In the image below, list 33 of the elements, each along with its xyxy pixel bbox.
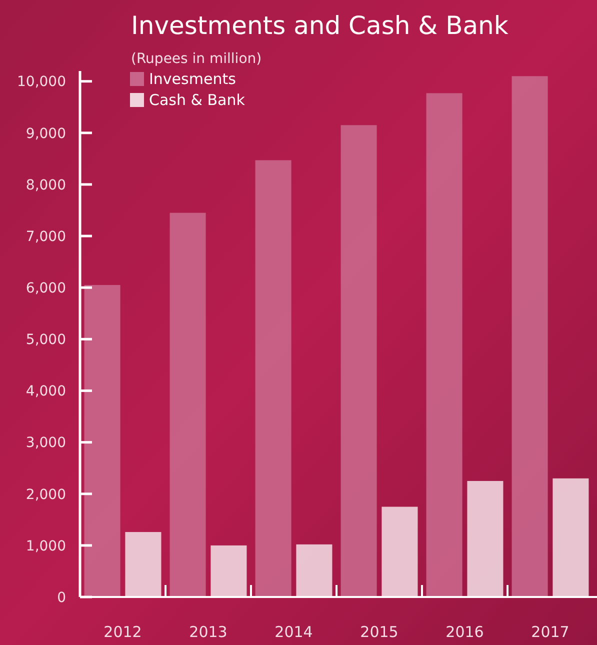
legend-label: Invesments [149, 70, 236, 88]
y-tick-label: 2,000 [26, 486, 66, 503]
x-tick-label: 2015 [360, 623, 398, 641]
x-tick-label: 2016 [446, 623, 484, 641]
bar [296, 544, 332, 597]
bar [512, 76, 548, 597]
y-tick-label: 5,000 [26, 332, 66, 348]
chart-title: Investments and Cash & Bank [131, 11, 509, 40]
y-tick-label: 0 [57, 590, 66, 606]
y-tick-label: 10,000 [17, 74, 66, 90]
y-tick-label: 8,000 [26, 177, 66, 194]
x-tick-label: 2017 [531, 623, 570, 641]
legend-label: Cash & Bank [149, 91, 246, 109]
bar [255, 160, 292, 597]
bar [210, 545, 247, 597]
y-tick-label: 4,000 [26, 384, 66, 400]
y-tick-label: 7,000 [26, 228, 66, 245]
x-tick-label: 2012 [104, 623, 142, 641]
bar [170, 212, 206, 597]
bar [125, 532, 162, 597]
x-tick-label: 2013 [189, 623, 228, 641]
y-tick-label: 6,000 [26, 280, 66, 296]
x-tick-label: 2014 [274, 623, 313, 641]
bar [382, 506, 418, 597]
bar [552, 478, 589, 597]
bar [467, 480, 504, 597]
chart-subtitle: (Rupees in million) [131, 51, 262, 67]
bar [84, 285, 120, 597]
y-tick-label: 1,000 [26, 538, 66, 554]
bar [426, 93, 462, 597]
y-tick-label: 3,000 [26, 435, 66, 452]
bar [340, 125, 377, 597]
y-tick-label: 9,000 [26, 126, 66, 142]
